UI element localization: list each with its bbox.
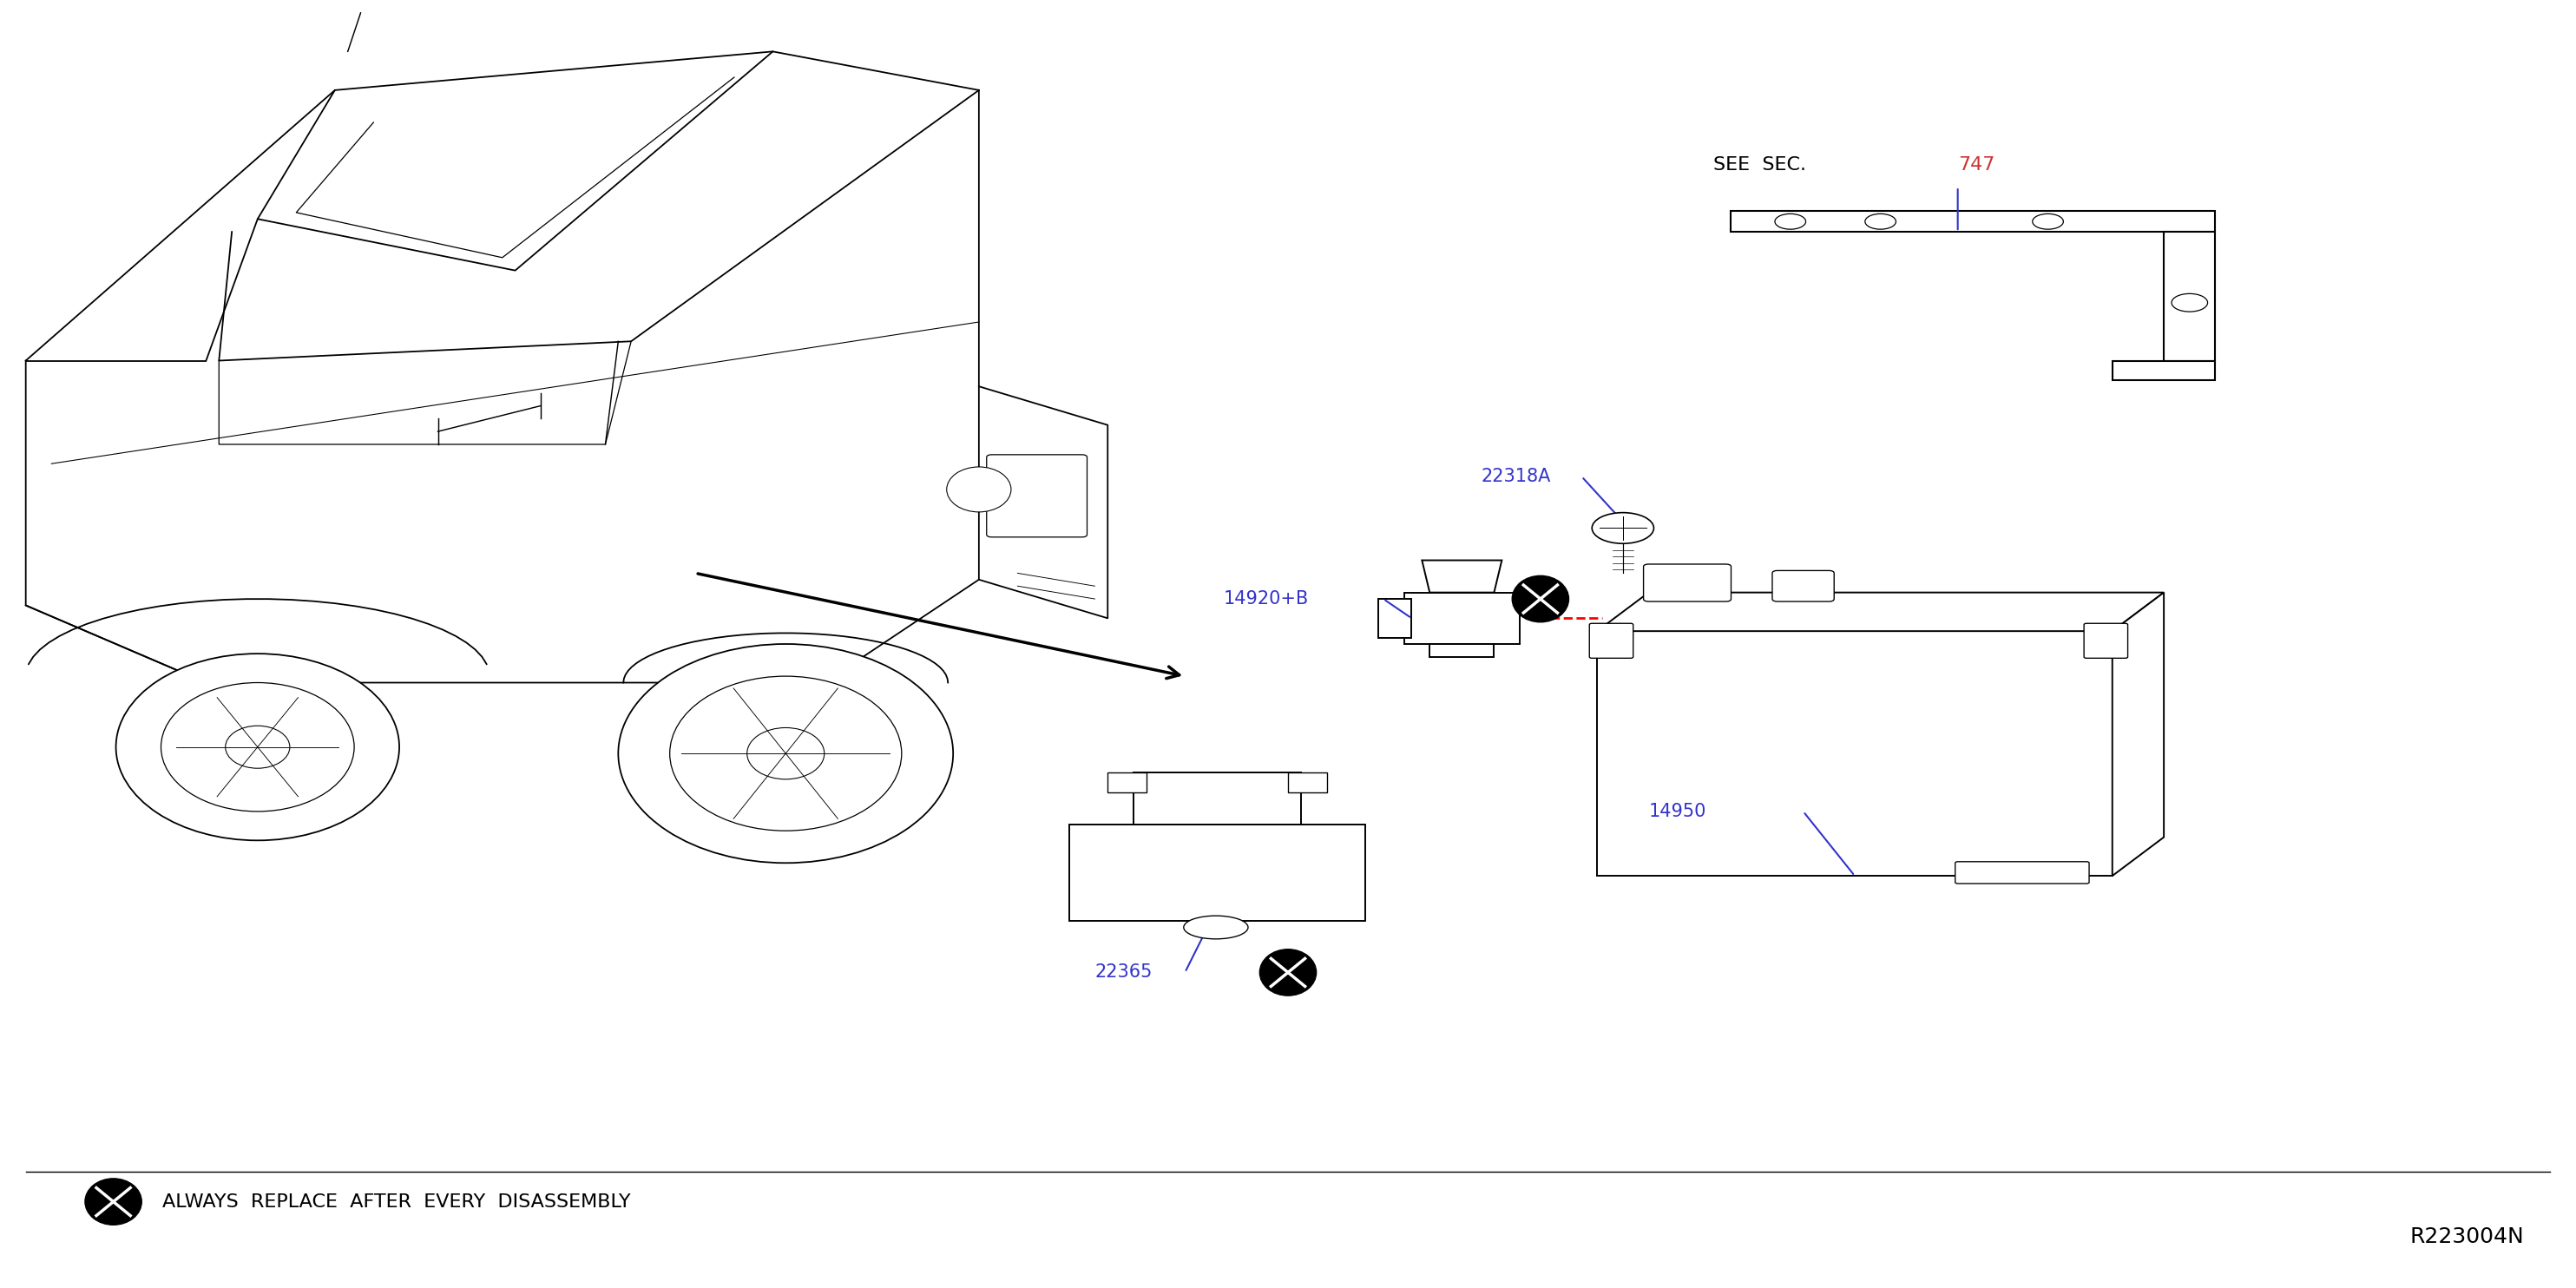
Text: 22365: 22365 xyxy=(1095,963,1151,981)
Polygon shape xyxy=(1404,592,1520,644)
Text: 747: 747 xyxy=(1958,157,1994,174)
Polygon shape xyxy=(1069,824,1365,921)
FancyBboxPatch shape xyxy=(1772,571,1834,601)
Polygon shape xyxy=(2164,232,2215,361)
Ellipse shape xyxy=(1260,949,1316,996)
Text: 22318A: 22318A xyxy=(1481,468,1551,486)
Text: SEE  SEC.: SEE SEC. xyxy=(1713,157,1806,174)
Ellipse shape xyxy=(1512,576,1569,622)
Polygon shape xyxy=(2112,592,2164,876)
FancyBboxPatch shape xyxy=(987,455,1087,537)
Ellipse shape xyxy=(224,726,289,768)
Polygon shape xyxy=(1422,560,1502,592)
Text: ALWAYS  REPLACE  AFTER  EVERY  DISASSEMBLY: ALWAYS REPLACE AFTER EVERY DISASSEMBLY xyxy=(162,1193,631,1211)
Polygon shape xyxy=(1108,773,1146,792)
Polygon shape xyxy=(2112,361,2215,380)
Text: R223004N: R223004N xyxy=(2411,1226,2524,1247)
Text: 14920+B: 14920+B xyxy=(1224,590,1309,608)
Polygon shape xyxy=(1597,631,2112,876)
Ellipse shape xyxy=(670,676,902,831)
Circle shape xyxy=(2032,214,2063,229)
Circle shape xyxy=(2172,294,2208,312)
Ellipse shape xyxy=(948,468,1010,513)
Circle shape xyxy=(1865,214,1896,229)
Text: 14950: 14950 xyxy=(1649,802,1705,820)
Circle shape xyxy=(1592,513,1654,544)
Ellipse shape xyxy=(618,644,953,863)
Ellipse shape xyxy=(85,1179,142,1225)
Polygon shape xyxy=(1597,592,2164,631)
FancyBboxPatch shape xyxy=(1643,564,1731,601)
Ellipse shape xyxy=(1182,916,1247,939)
Polygon shape xyxy=(1288,773,1327,792)
Ellipse shape xyxy=(160,683,353,811)
Ellipse shape xyxy=(747,728,824,779)
FancyBboxPatch shape xyxy=(2084,623,2128,658)
Circle shape xyxy=(1775,214,1806,229)
FancyBboxPatch shape xyxy=(1955,862,2089,884)
Polygon shape xyxy=(1378,599,1412,638)
FancyBboxPatch shape xyxy=(1589,623,1633,658)
Ellipse shape xyxy=(116,654,399,841)
Polygon shape xyxy=(1133,773,1301,824)
Polygon shape xyxy=(1430,644,1494,657)
Polygon shape xyxy=(1731,211,2215,232)
